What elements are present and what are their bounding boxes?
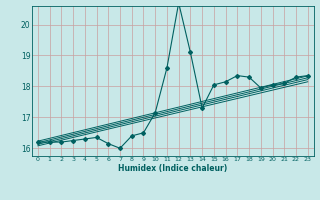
- X-axis label: Humidex (Indice chaleur): Humidex (Indice chaleur): [118, 164, 228, 173]
